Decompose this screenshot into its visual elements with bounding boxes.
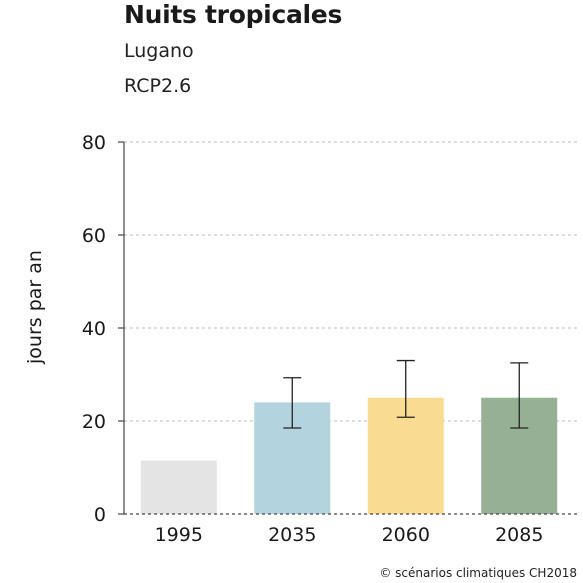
copyright-credit: © scénarios climatiques CH2018: [379, 566, 577, 580]
y-axis-label: jours par an: [24, 250, 46, 365]
axes: [118, 141, 578, 515]
x-tick-labels: 1995 2035 2060 2085: [155, 524, 544, 546]
y-tick-label-40: 40: [82, 318, 106, 340]
chart-subtitle-location: Lugano: [124, 40, 194, 62]
x-tick-label-2085: 2085: [495, 524, 543, 546]
chart-title: Nuits tropicales: [124, 0, 343, 29]
bars: [140, 397, 558, 514]
x-tick-label-1995: 1995: [155, 524, 203, 546]
chart-subtitle-scenario: RCP2.6: [124, 75, 192, 97]
error-bars: [283, 359, 529, 429]
y-tick-label-0: 0: [94, 504, 106, 526]
bar-1995: [140, 460, 217, 514]
y-tick-labels: 0 20 40 60 80: [82, 132, 106, 526]
gridlines: [124, 141, 578, 422]
x-tick-label-2060: 2060: [382, 524, 430, 546]
y-tick-label-60: 60: [82, 225, 106, 247]
y-tick-label-20: 20: [82, 411, 106, 433]
x-tick-label-2035: 2035: [268, 524, 316, 546]
y-tick-label-80: 80: [82, 132, 106, 154]
